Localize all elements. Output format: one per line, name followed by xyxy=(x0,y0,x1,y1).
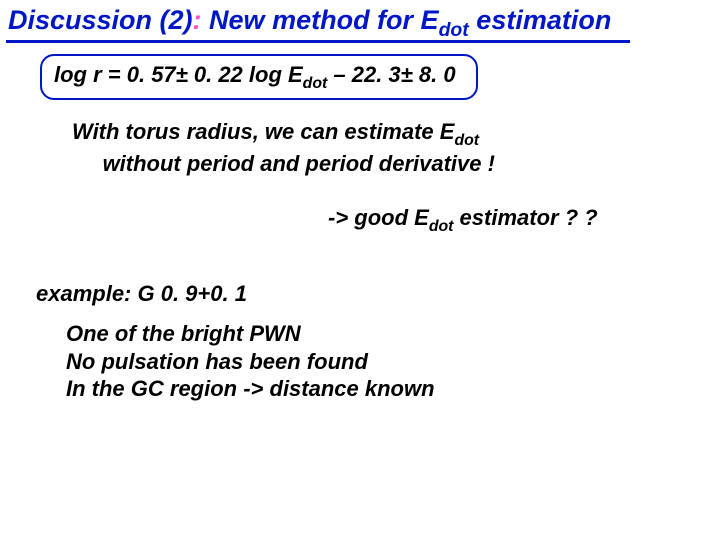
body2-l1: One of the bright PWN xyxy=(66,321,301,346)
body-line-1: With torus radius, we can estimate Edot … xyxy=(72,118,495,178)
formula-sub: dot xyxy=(303,75,328,92)
title-post-b: estimation xyxy=(469,5,612,35)
title-underline xyxy=(6,40,630,43)
example-line: example: G 0. 9+0. 1 xyxy=(36,280,247,308)
arrow-a: -> good E xyxy=(328,205,429,230)
title-pre: Discussion (2) xyxy=(8,5,193,35)
body2-l3: In the GC region -> distance known xyxy=(66,376,435,401)
title-post-a: New method for E xyxy=(209,5,439,35)
body1-l2: without period and period derivative ! xyxy=(103,151,495,176)
title-sep: : xyxy=(193,5,210,35)
slide-title: Discussion (2): New method for Edot esti… xyxy=(8,6,611,41)
body1-l1sub: dot xyxy=(454,132,479,149)
formula-a: log r = 0. 57± 0. 22 log E xyxy=(54,62,303,87)
formula-box: log r = 0. 57± 0. 22 log Edot – 22. 3± 8… xyxy=(40,54,478,100)
body-block-2: One of the bright PWN No pulsation has b… xyxy=(66,320,435,403)
arrow-line: -> good Edot estimator ? ? xyxy=(328,204,598,236)
title-sub: dot xyxy=(439,19,469,41)
formula-b: – 22. 3± 8. 0 xyxy=(327,62,455,87)
arrow-b: estimator ? ? xyxy=(453,205,597,230)
arrow-sub: dot xyxy=(429,218,454,235)
body2-l2: No pulsation has been found xyxy=(66,349,368,374)
example-text: example: G 0. 9+0. 1 xyxy=(36,281,247,306)
slide: Discussion (2): New method for Edot esti… xyxy=(0,0,720,540)
body1-l1a: With torus radius, we can estimate E xyxy=(72,119,454,144)
